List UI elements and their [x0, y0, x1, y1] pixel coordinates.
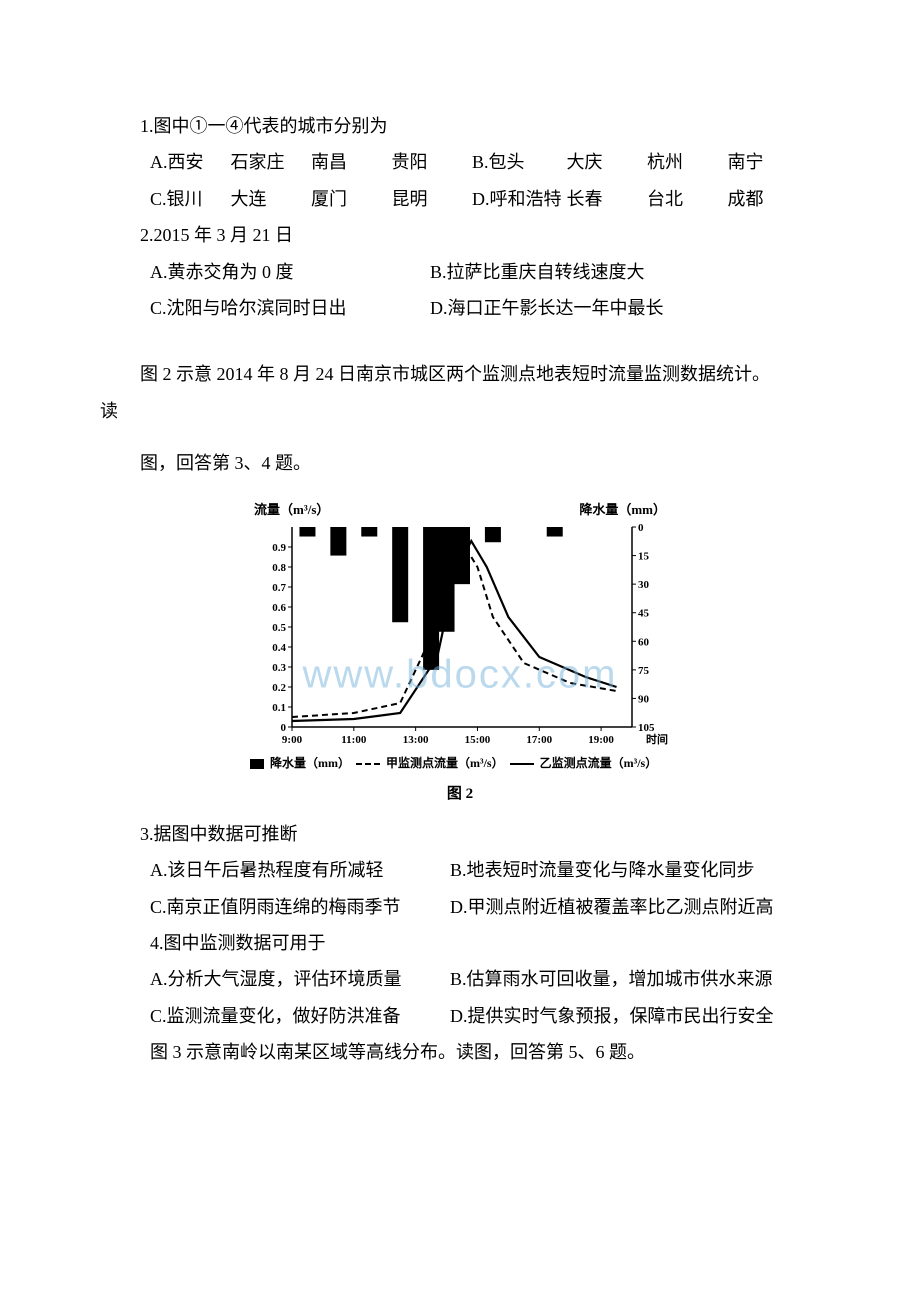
svg-text:19:00: 19:00 — [588, 734, 614, 746]
svg-text:11:00: 11:00 — [341, 734, 367, 746]
svg-text:105: 105 — [638, 722, 655, 734]
legend-precip: 降水量（mm） — [270, 753, 350, 775]
q1-stem: 1.图中①一④代表的城市分别为 — [100, 110, 820, 142]
legend-jia: 甲监测点流量（m³/s） — [386, 753, 504, 775]
svg-text:0.7: 0.7 — [272, 582, 286, 594]
svg-text:45: 45 — [638, 608, 650, 620]
legend-bar-icon — [250, 759, 264, 769]
svg-text:0.2: 0.2 — [272, 682, 286, 694]
q2-optA: A.黄赤交角为 0 度 — [150, 256, 430, 288]
svg-text:时间: 时间 — [646, 732, 668, 746]
svg-text:0.5: 0.5 — [272, 622, 286, 634]
figure-2: 流量（m³/s） 降水量（mm） 00.10.20.30.40.50.60.70… — [100, 498, 820, 808]
figure-caption: 图 2 — [250, 781, 670, 808]
fig-ylabel-right: 降水量（mm） — [579, 498, 666, 521]
q4-optB: B.估算雨水可回收量，增加城市供水来源 — [450, 963, 820, 995]
q4-optD: D.提供实时气象预报，保障市民出行安全 — [450, 1000, 820, 1032]
chart-legend: 降水量（mm） 甲监测点流量（m³/s） 乙监测点流量（m³/s） — [250, 753, 670, 775]
q1-row2: C.银川 大连 厦门 昆明 D.呼和浩特 长春 台北 成都 — [100, 183, 820, 215]
q3-optD: D.甲测点附近植被覆盖率比乙测点附近高 — [450, 891, 820, 923]
q3-row1: A.该日午后暑热程度有所减轻 B.地表短时流量变化与降水量变化同步 — [100, 854, 820, 886]
q3-optB: B.地表短时流量变化与降水量变化同步 — [450, 854, 820, 886]
svg-text:0.4: 0.4 — [272, 642, 286, 654]
q1-optD-c2: 台北 — [647, 183, 723, 215]
fig-ylabel-left: 流量（m³/s） — [254, 498, 329, 521]
q1-optC-c3: 昆明 — [392, 183, 468, 215]
legend-yi: 乙监测点流量（m³/s） — [540, 753, 658, 775]
svg-text:60: 60 — [638, 636, 650, 648]
chart-svg: 0 0.1 0.2 0.3 0.4 0.5 0.6 0.7 0.8 0.9 0 15 30 45 60 75 9… — [250, 521, 670, 751]
q2-optD: D.海口正午影长达一年中最长 — [430, 292, 820, 324]
legend-dash-icon — [356, 763, 380, 765]
q1-optB-label: B.包头 — [472, 146, 562, 178]
q3-stem: 3.据图中数据可推断 — [100, 818, 820, 850]
svg-text:0.8: 0.8 — [272, 562, 286, 574]
q3-optA: A.该日午后暑热程度有所减轻 — [150, 854, 450, 886]
q1-optD-c3: 成都 — [728, 183, 804, 215]
svg-text:13:00: 13:00 — [403, 734, 429, 746]
q2-optB: B.拉萨比重庆自转线速度大 — [430, 256, 820, 288]
q3-row2: C.南京正值阴雨连绵的梅雨季节 D.甲测点附近植被覆盖率比乙测点附近高 — [100, 891, 820, 923]
q1-optA-c3: 贵阳 — [392, 146, 468, 178]
q2-row1: A.黄赤交角为 0 度 B.拉萨比重庆自转线速度大 — [100, 256, 820, 288]
q1-optD-c1: 长春 — [567, 183, 643, 215]
q2-row2: C.沈阳与哈尔滨同时日出 D.海口正午影长达一年中最长 — [100, 292, 820, 324]
svg-text:0: 0 — [281, 722, 287, 734]
svg-text:17:00: 17:00 — [526, 734, 552, 746]
q1-row1: A.西安 石家庄 南昌 贵阳 B.包头 大庆 杭州 南宁 — [100, 146, 820, 178]
q1-optA-label: A.西安 — [150, 146, 226, 178]
svg-text:15:00: 15:00 — [465, 734, 491, 746]
svg-text:9:00: 9:00 — [282, 734, 303, 746]
q2-optC: C.沈阳与哈尔滨同时日出 — [150, 292, 430, 324]
svg-text:15: 15 — [638, 550, 650, 562]
q1-optB-c3: 南宁 — [728, 146, 804, 178]
legend-line-icon — [510, 763, 534, 765]
svg-text:0.3: 0.3 — [272, 662, 286, 674]
svg-text:0.9: 0.9 — [272, 542, 286, 554]
svg-text:75: 75 — [638, 665, 650, 677]
q1-optC-label: C.银川 — [150, 183, 226, 215]
intro34-c: 图，回答第 3、4 题。 — [100, 447, 820, 479]
q4-optC: C.监测流量变化，做好防洪准备 — [150, 1000, 450, 1032]
svg-text:90: 90 — [638, 693, 650, 705]
svg-text:0: 0 — [638, 522, 644, 534]
svg-text:0.1: 0.1 — [272, 702, 286, 714]
q1-optB-c1: 大庆 — [567, 146, 643, 178]
q4-row1: A.分析大气湿度，评估环境质量 B.估算雨水可回收量，增加城市供水来源 — [100, 963, 820, 995]
q1-optB-c2: 杭州 — [647, 146, 723, 178]
q4-stem: 4.图中监测数据可用于 — [100, 927, 820, 959]
intro34-b: 读 — [100, 395, 820, 427]
q1-optA-c2: 南昌 — [311, 146, 387, 178]
q1-optC-c1: 大连 — [231, 183, 307, 215]
intro34-a: 图 2 示意 2014 年 8 月 24 日南京市城区两个监测点地表短时流量监测… — [100, 358, 820, 390]
q1-optD-label: D.呼和浩特 — [472, 183, 562, 215]
svg-text:30: 30 — [638, 579, 650, 591]
svg-text:0.6: 0.6 — [272, 602, 286, 614]
q1-optC-c2: 厦门 — [311, 183, 387, 215]
intro56: 图 3 示意南岭以南某区域等高线分布。读图，回答第 5、6 题。 — [100, 1036, 820, 1068]
q4-row2: C.监测流量变化，做好防洪准备 D.提供实时气象预报，保障市民出行安全 — [100, 1000, 820, 1032]
q3-optC: C.南京正值阴雨连绵的梅雨季节 — [150, 891, 450, 923]
q1-optA-c1: 石家庄 — [231, 146, 307, 178]
q4-optA: A.分析大气湿度，评估环境质量 — [150, 963, 450, 995]
q2-stem: 2.2015 年 3 月 21 日 — [100, 219, 820, 251]
